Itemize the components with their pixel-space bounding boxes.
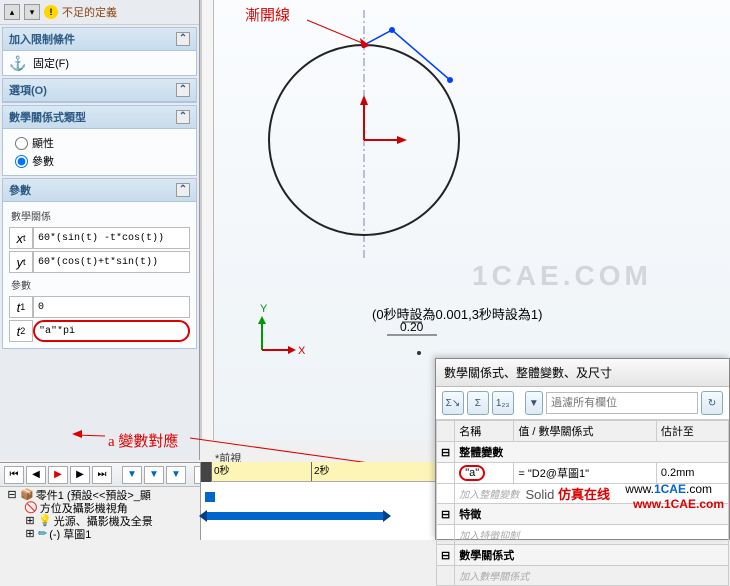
warning-icon: ! <box>44 5 58 19</box>
t1-var: t1 <box>9 296 33 318</box>
motion-bar[interactable] <box>205 512 385 520</box>
collapse-icon[interactable]: ⌃ <box>176 183 190 197</box>
constraint-title: 加入限制條件 <box>9 31 75 47</box>
eq-view3-button[interactable]: 1₂₃ <box>492 391 514 415</box>
end-button[interactable]: ⏭ <box>92 466 112 484</box>
table-row[interactable]: "a" = "D2@草圖1" 0.2mm <box>437 463 729 484</box>
collapse-icon[interactable]: ⌃ <box>176 110 190 124</box>
cat-global[interactable]: 整體變數 <box>455 442 729 463</box>
property-panel: ▴ ▾ ! 不足的定義 加入限制條件 ⌃ ⚓ 固定(F) 選項(O) ⌃ 數學關… <box>0 0 200 460</box>
prev-btn[interactable]: ▴ <box>4 4 20 20</box>
var-value-cell[interactable]: = "D2@草圖1" <box>514 463 656 484</box>
options-title: 選項(O) <box>9 82 47 98</box>
equation-dialog-title: 數學關係式、整體變數、及尺寸 <box>436 359 729 387</box>
fixed-label: 固定(F) <box>33 55 69 71</box>
add-equation-hint[interactable]: 加入數學關係式 <box>455 566 729 586</box>
explicit-label: 顯性 <box>32 135 54 151</box>
xt-var: xt <box>9 227 33 249</box>
collapse-icon[interactable]: ⌃ <box>176 32 190 46</box>
wm-logo: Solid 仿真在线 <box>525 484 610 503</box>
xt-input[interactable] <box>33 227 190 249</box>
equation-toolbar: Σ↘ Σ 1₂₃ ▼ ↻ <box>436 387 729 420</box>
equation-dialog: 數學關係式、整體變數、及尺寸 Σ↘ Σ 1₂₃ ▼ ↻ 名稱 值 / 數學關係式… <box>435 358 730 540</box>
filter-icon[interactable]: ▼ <box>525 391 544 415</box>
key-diamond[interactable] <box>205 492 215 502</box>
yt-input[interactable] <box>33 251 190 273</box>
t1-input[interactable] <box>33 296 190 318</box>
yt-var: yt <box>9 251 33 273</box>
filter2-button[interactable]: ▼ <box>144 466 164 484</box>
eq-view2-button[interactable]: Σ <box>467 391 489 415</box>
anchor-icon: ⚓ <box>9 55 29 71</box>
parametric-radio[interactable] <box>15 155 28 168</box>
next-btn[interactable]: ▾ <box>24 4 40 20</box>
time-ruler[interactable]: 0秒 2秒 <box>201 462 435 482</box>
filter1-button[interactable]: ▼ <box>122 466 142 484</box>
time-tick-0: 0秒 <box>211 462 230 481</box>
time-marker[interactable] <box>201 462 211 482</box>
wm-sub: www.1CAE.com <box>633 497 724 511</box>
filter-input[interactable] <box>546 392 698 414</box>
col-value: 值 / 數學關係式 <box>514 421 656 442</box>
dimension-value: 0.20 <box>400 320 423 334</box>
options-section: 選項(O) ⌃ <box>2 78 197 103</box>
parametric-label: 參數 <box>32 153 54 169</box>
params-title: 參數 <box>9 182 31 198</box>
cat-equation[interactable]: 數學關係式 <box>455 545 729 566</box>
constraint-section: 加入限制條件 ⌃ ⚓ 固定(F) <box>2 27 197 76</box>
filter3-button[interactable]: ▼ <box>166 466 186 484</box>
timing-note: (0秒時設為0.001,3秒時設為1) <box>372 304 543 323</box>
timeline[interactable]: 0秒 2秒 <box>200 462 435 540</box>
rewind-button[interactable]: ⏮ <box>4 466 24 484</box>
time-tick-2: 2秒 <box>311 462 330 481</box>
add-feature-hint[interactable]: 加入特徵抑制 <box>455 525 729 545</box>
status-text: 不足的定義 <box>62 4 117 20</box>
eqtype-title: 數學關係式類型 <box>9 109 86 125</box>
svg-text:X: X <box>298 345 306 357</box>
t2-input[interactable] <box>33 320 190 342</box>
t2-var: t2 <box>9 320 33 342</box>
involute-label: 漸開線 <box>245 4 290 25</box>
params-section: 參數 ⌃ 數學關係 xt yt 參數 t1 t2 <box>2 178 197 349</box>
refresh-button[interactable]: ↻ <box>701 391 723 415</box>
tree-sketch[interactable]: (-) 草圖1 <box>49 526 91 541</box>
next-frame-button[interactable]: ▶ <box>70 466 90 484</box>
col-name: 名稱 <box>455 421 514 442</box>
eq-view1-button[interactable]: Σ↘ <box>442 391 464 415</box>
explicit-radio[interactable] <box>15 137 28 150</box>
params-label: 參數 <box>9 275 190 294</box>
variable-label: a 變數對應 <box>108 430 178 451</box>
eqtype-section: 數學關係式類型 ⌃ 顯性 參數 <box>2 105 197 176</box>
status-row: ▴ ▾ ! 不足的定義 <box>0 0 199 25</box>
svg-text:Y: Y <box>260 303 268 315</box>
wm-url: www.1CAE.com <box>625 482 712 496</box>
feature-tree[interactable]: ⊟📦零件1 (預設<<預設>_顯 🚫方位及攝影機視角 ⊞💡光源、攝影機及全景 ⊞… <box>0 488 200 540</box>
collapse-icon[interactable]: ⌃ <box>176 83 190 97</box>
prev-frame-button[interactable]: ◀ <box>26 466 46 484</box>
col-eval: 估計至 <box>656 421 728 442</box>
equations-label: 數學關係 <box>9 206 190 225</box>
play-button[interactable]: ▶ <box>48 466 68 484</box>
var-eval-cell: 0.2mm <box>656 463 728 484</box>
var-name-cell[interactable]: "a" <box>459 465 485 481</box>
